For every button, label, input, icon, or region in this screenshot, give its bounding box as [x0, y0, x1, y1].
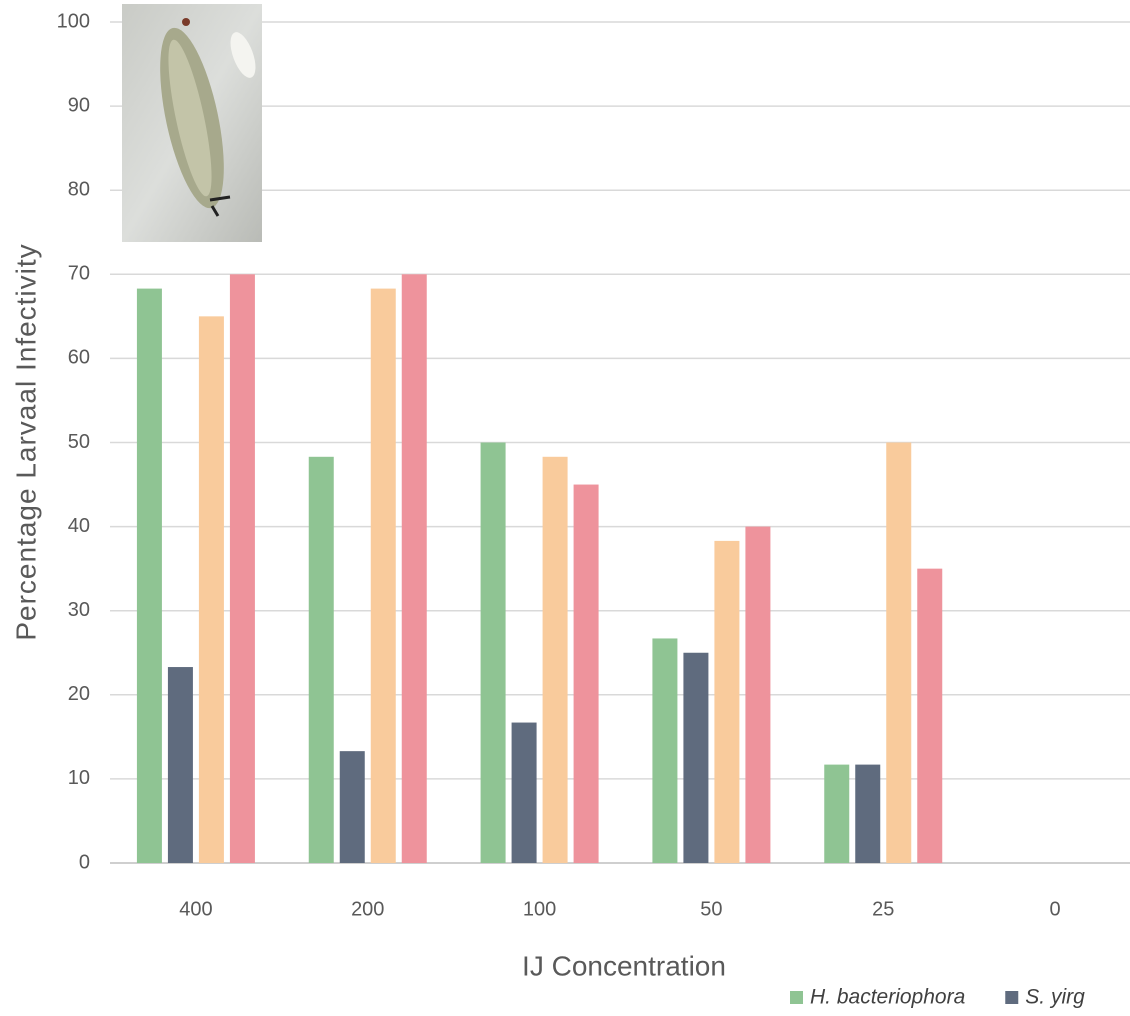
bar — [481, 443, 506, 864]
y-tick-label: 90 — [68, 94, 90, 116]
y-axis-label: Percentage Larvaal Infectivity — [10, 243, 41, 640]
chart: 0 10 20 30 40 50 60 70 80 90 100 400 200 100 50 25 0 Per… — [0, 0, 1130, 1016]
larva-photo — [122, 4, 262, 242]
bar — [745, 527, 770, 863]
y-tick-label: 50 — [68, 431, 90, 453]
x-tick-label: 200 — [351, 898, 384, 920]
y-tick-label: 60 — [68, 347, 90, 369]
bar — [917, 569, 942, 863]
x-tick-label: 50 — [700, 898, 722, 920]
x-tick-label: 400 — [179, 898, 212, 920]
y-tick-label: 40 — [68, 515, 90, 537]
bar — [886, 443, 911, 864]
bar — [340, 751, 365, 863]
bar — [230, 274, 255, 863]
bar — [824, 765, 849, 863]
bar — [168, 667, 193, 863]
x-tick-label: 0 — [1050, 898, 1061, 920]
legend-label: S. yirg — [1025, 986, 1085, 1009]
bar — [137, 289, 162, 863]
x-axis-label: IJ Concentration — [522, 950, 726, 981]
legend-swatch — [790, 991, 803, 1004]
bar — [855, 765, 880, 863]
bar — [402, 274, 427, 863]
x-tick-label: 25 — [872, 898, 894, 920]
bar — [309, 457, 334, 863]
bar — [683, 653, 708, 863]
y-tick-label: 100 — [57, 10, 90, 32]
y-tick-label: 30 — [68, 599, 90, 621]
y-tick-label: 10 — [68, 767, 90, 789]
x-tick-label: 100 — [523, 898, 556, 920]
y-tick-label: 80 — [68, 178, 90, 200]
y-tick-label: 20 — [68, 683, 90, 705]
legend-swatch — [1005, 991, 1018, 1004]
bar — [512, 723, 537, 863]
bar — [543, 457, 568, 863]
bar — [574, 485, 599, 863]
bar — [199, 316, 224, 863]
bar — [714, 541, 739, 863]
bar — [652, 638, 677, 863]
legend-label: H. bacteriophora — [810, 986, 965, 1009]
bar — [371, 289, 396, 863]
page: {"chart_data": { "type": "bar", "x_label… — [0, 0, 1130, 1016]
y-tick-label: 70 — [68, 263, 90, 285]
y-tick-label: 0 — [79, 851, 90, 873]
